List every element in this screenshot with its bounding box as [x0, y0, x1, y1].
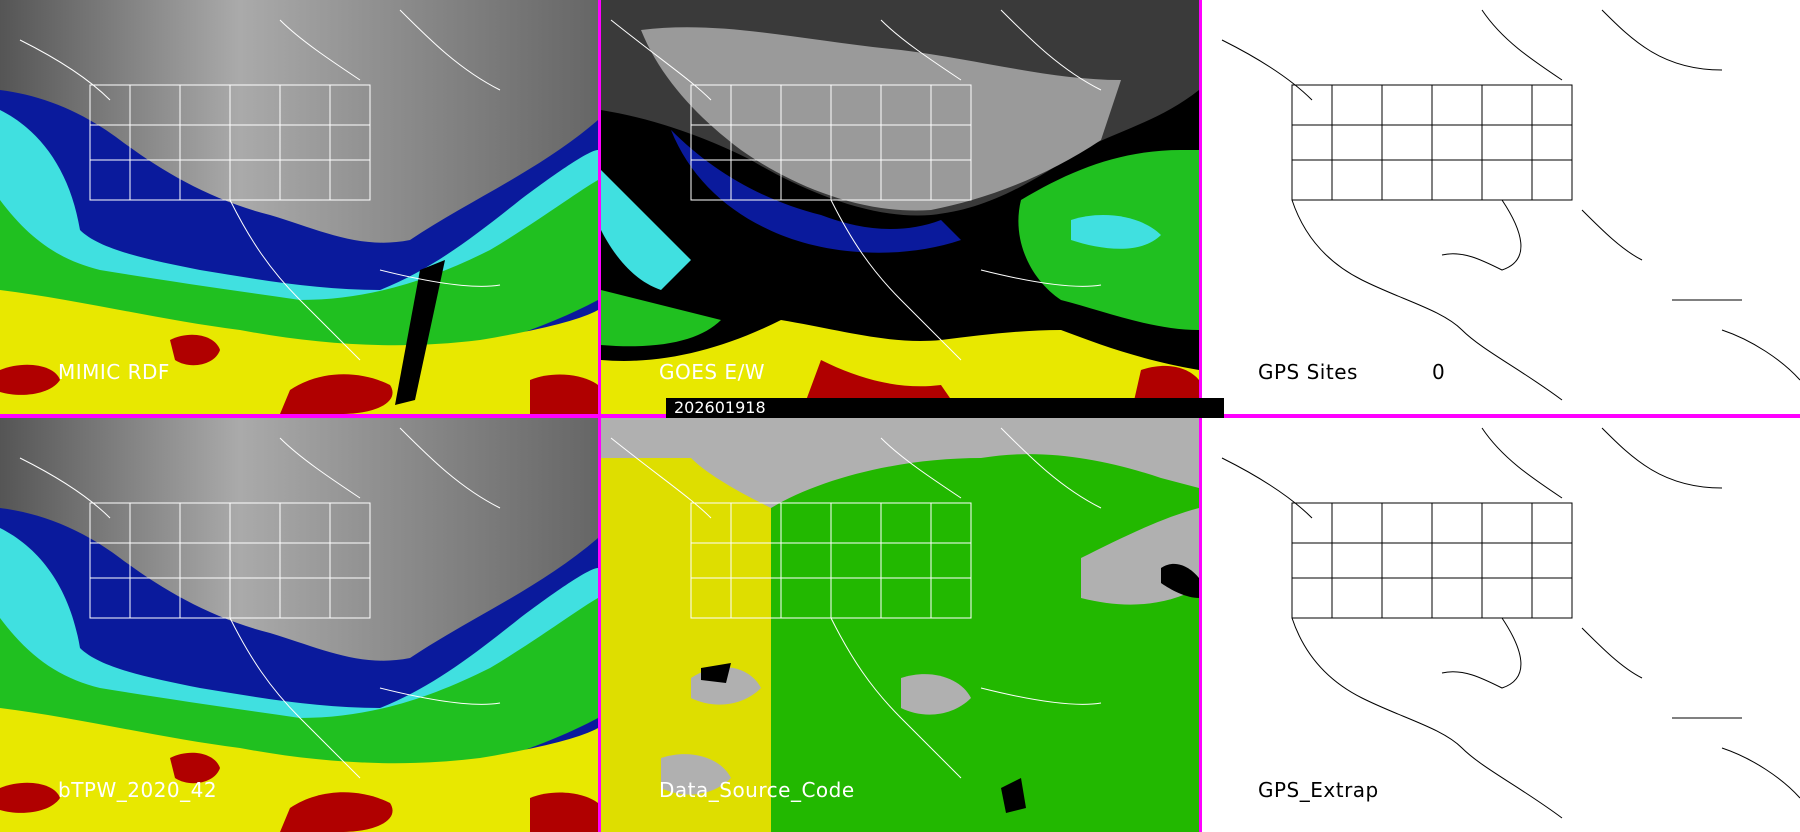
panel-mimic-rdf: MIMIC RDF [0, 0, 598, 414]
mimic-rdf-image [0, 0, 598, 414]
panel-goes-ew: GOES E/W [601, 0, 1199, 414]
panel-gps-extrap: GPS_Extrap [1202, 418, 1800, 832]
panel-gps-sites: GPS Sites 0 [1202, 0, 1800, 414]
gps-extrap-label: GPS_Extrap [1258, 778, 1379, 802]
goes-ew-label: GOES E/W [659, 360, 766, 384]
mimic-rdf-label: MIMIC RDF [58, 360, 170, 384]
data-source-code-label: Data_Source_Code [659, 778, 855, 802]
gps-sites-label: GPS Sites [1258, 360, 1358, 384]
data-source-code-image [601, 418, 1199, 832]
panel-data-source-code: Data_Source_Code [601, 418, 1199, 832]
btpw-label: bTPW_2020_42 [58, 778, 218, 802]
goes-ew-image [601, 0, 1199, 414]
timestamp-bar: 202601918 [666, 398, 1224, 418]
gps-sites-map [1221, 9, 1800, 401]
gps-extrap-map [1221, 427, 1800, 819]
panel-btpw: bTPW_2020_42 [0, 418, 598, 832]
gps-sites-count: 0 [1432, 360, 1445, 384]
timestamp: 202601918 [674, 398, 766, 417]
btpw-image [0, 418, 598, 832]
